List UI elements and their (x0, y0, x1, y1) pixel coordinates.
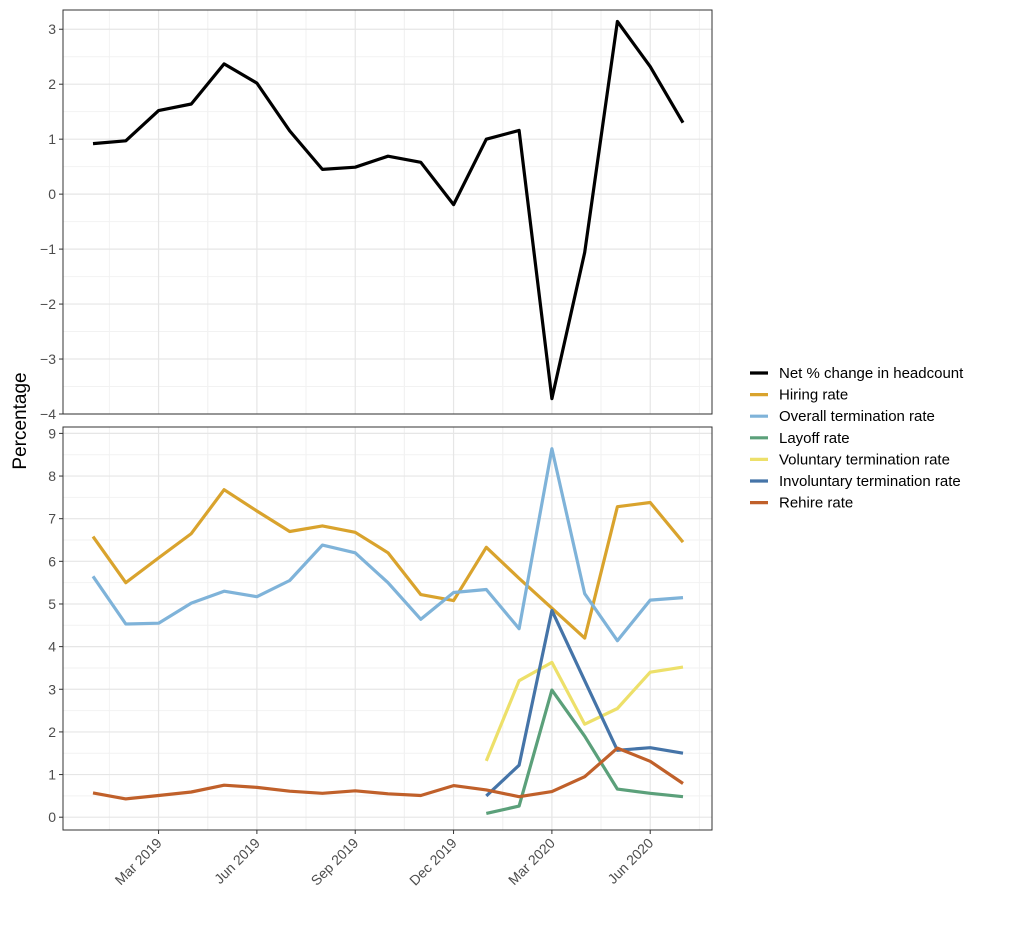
legend-label: Voluntary termination rate (779, 451, 950, 468)
panel-top-series (92, 19, 685, 401)
panel-bottom-series (91, 447, 685, 815)
y-tick-label: 9 (48, 425, 56, 441)
legend-label: Rehire rate (779, 495, 853, 512)
y-tick-label: 5 (48, 596, 56, 612)
y-tick-label: 6 (48, 553, 56, 569)
panel-bottom-background (63, 427, 712, 830)
y-tick-label: −1 (40, 241, 56, 257)
panel-top-border (62, 9, 713, 415)
legend-label: Involuntary termination rate (779, 473, 961, 490)
panel-top-background (63, 10, 712, 414)
y-tick-label: 3 (48, 21, 56, 37)
panel-bottom-border (62, 426, 713, 831)
panel-bottom-y-axis: 0 1 2 3 4 5 6 7 8 9 (48, 425, 63, 825)
series-line-hiring-rate (91, 488, 685, 640)
series-line-overall-termination-rate (91, 447, 684, 643)
legend-label: Overall termination rate (779, 408, 935, 425)
legend-item-net-pct-change-in-headcount: Net % change in headcount (750, 365, 964, 382)
panel-top-y-axis: −4 −3 −2 −1 0 1 2 3 (40, 21, 63, 422)
legend-item-voluntary-termination-rate: Voluntary termination rate (750, 451, 950, 468)
series-line-net-pct-change-in-headcount (92, 19, 685, 401)
y-tick-label: 2 (48, 76, 56, 92)
y-tick-label: 8 (48, 468, 56, 484)
legend-item-overall-termination-rate: Overall termination rate (750, 408, 935, 425)
y-tick-label: 2 (48, 724, 56, 740)
y-tick-label: 7 (48, 511, 56, 527)
y-tick-label: 1 (48, 131, 56, 147)
panel-rates: 0 1 2 3 4 5 6 7 8 9 (48, 425, 713, 831)
legend-label: Layoff rate (779, 430, 850, 447)
series-line-layoff-rate (485, 688, 684, 815)
y-tick-label: 0 (48, 809, 56, 825)
series-line-involuntary-termination-rate (485, 608, 684, 798)
y-tick-label: 3 (48, 681, 56, 697)
legend-label: Net % change in headcount (779, 365, 964, 382)
y-tick-label: 0 (48, 186, 56, 202)
y-tick-label: 1 (48, 767, 56, 783)
y-tick-label: −3 (40, 351, 56, 367)
panel-net-headcount: −4 −3 −2 −1 0 1 2 3 (40, 9, 713, 422)
legend-item-involuntary-termination-rate: Involuntary termination rate (750, 473, 961, 490)
legend: Net % change in headcount Hiring rate Over… (750, 365, 964, 512)
legend-item-layoff-rate: Layoff rate (750, 430, 850, 447)
y-tick-label: −2 (40, 296, 56, 312)
y-tick-label: 4 (48, 639, 56, 655)
legend-label: Hiring rate (779, 387, 848, 404)
series-line-voluntary-termination-rate (484, 660, 684, 762)
y-tick-label: −4 (40, 406, 56, 422)
panel-bottom-grid (63, 427, 712, 830)
legend-item-hiring-rate: Hiring rate (750, 387, 848, 404)
series-line-rehire-rate (92, 746, 684, 801)
legend-item-rehire-rate: Rehire rate (750, 495, 853, 512)
y-axis-title: Percentage (10, 372, 31, 469)
